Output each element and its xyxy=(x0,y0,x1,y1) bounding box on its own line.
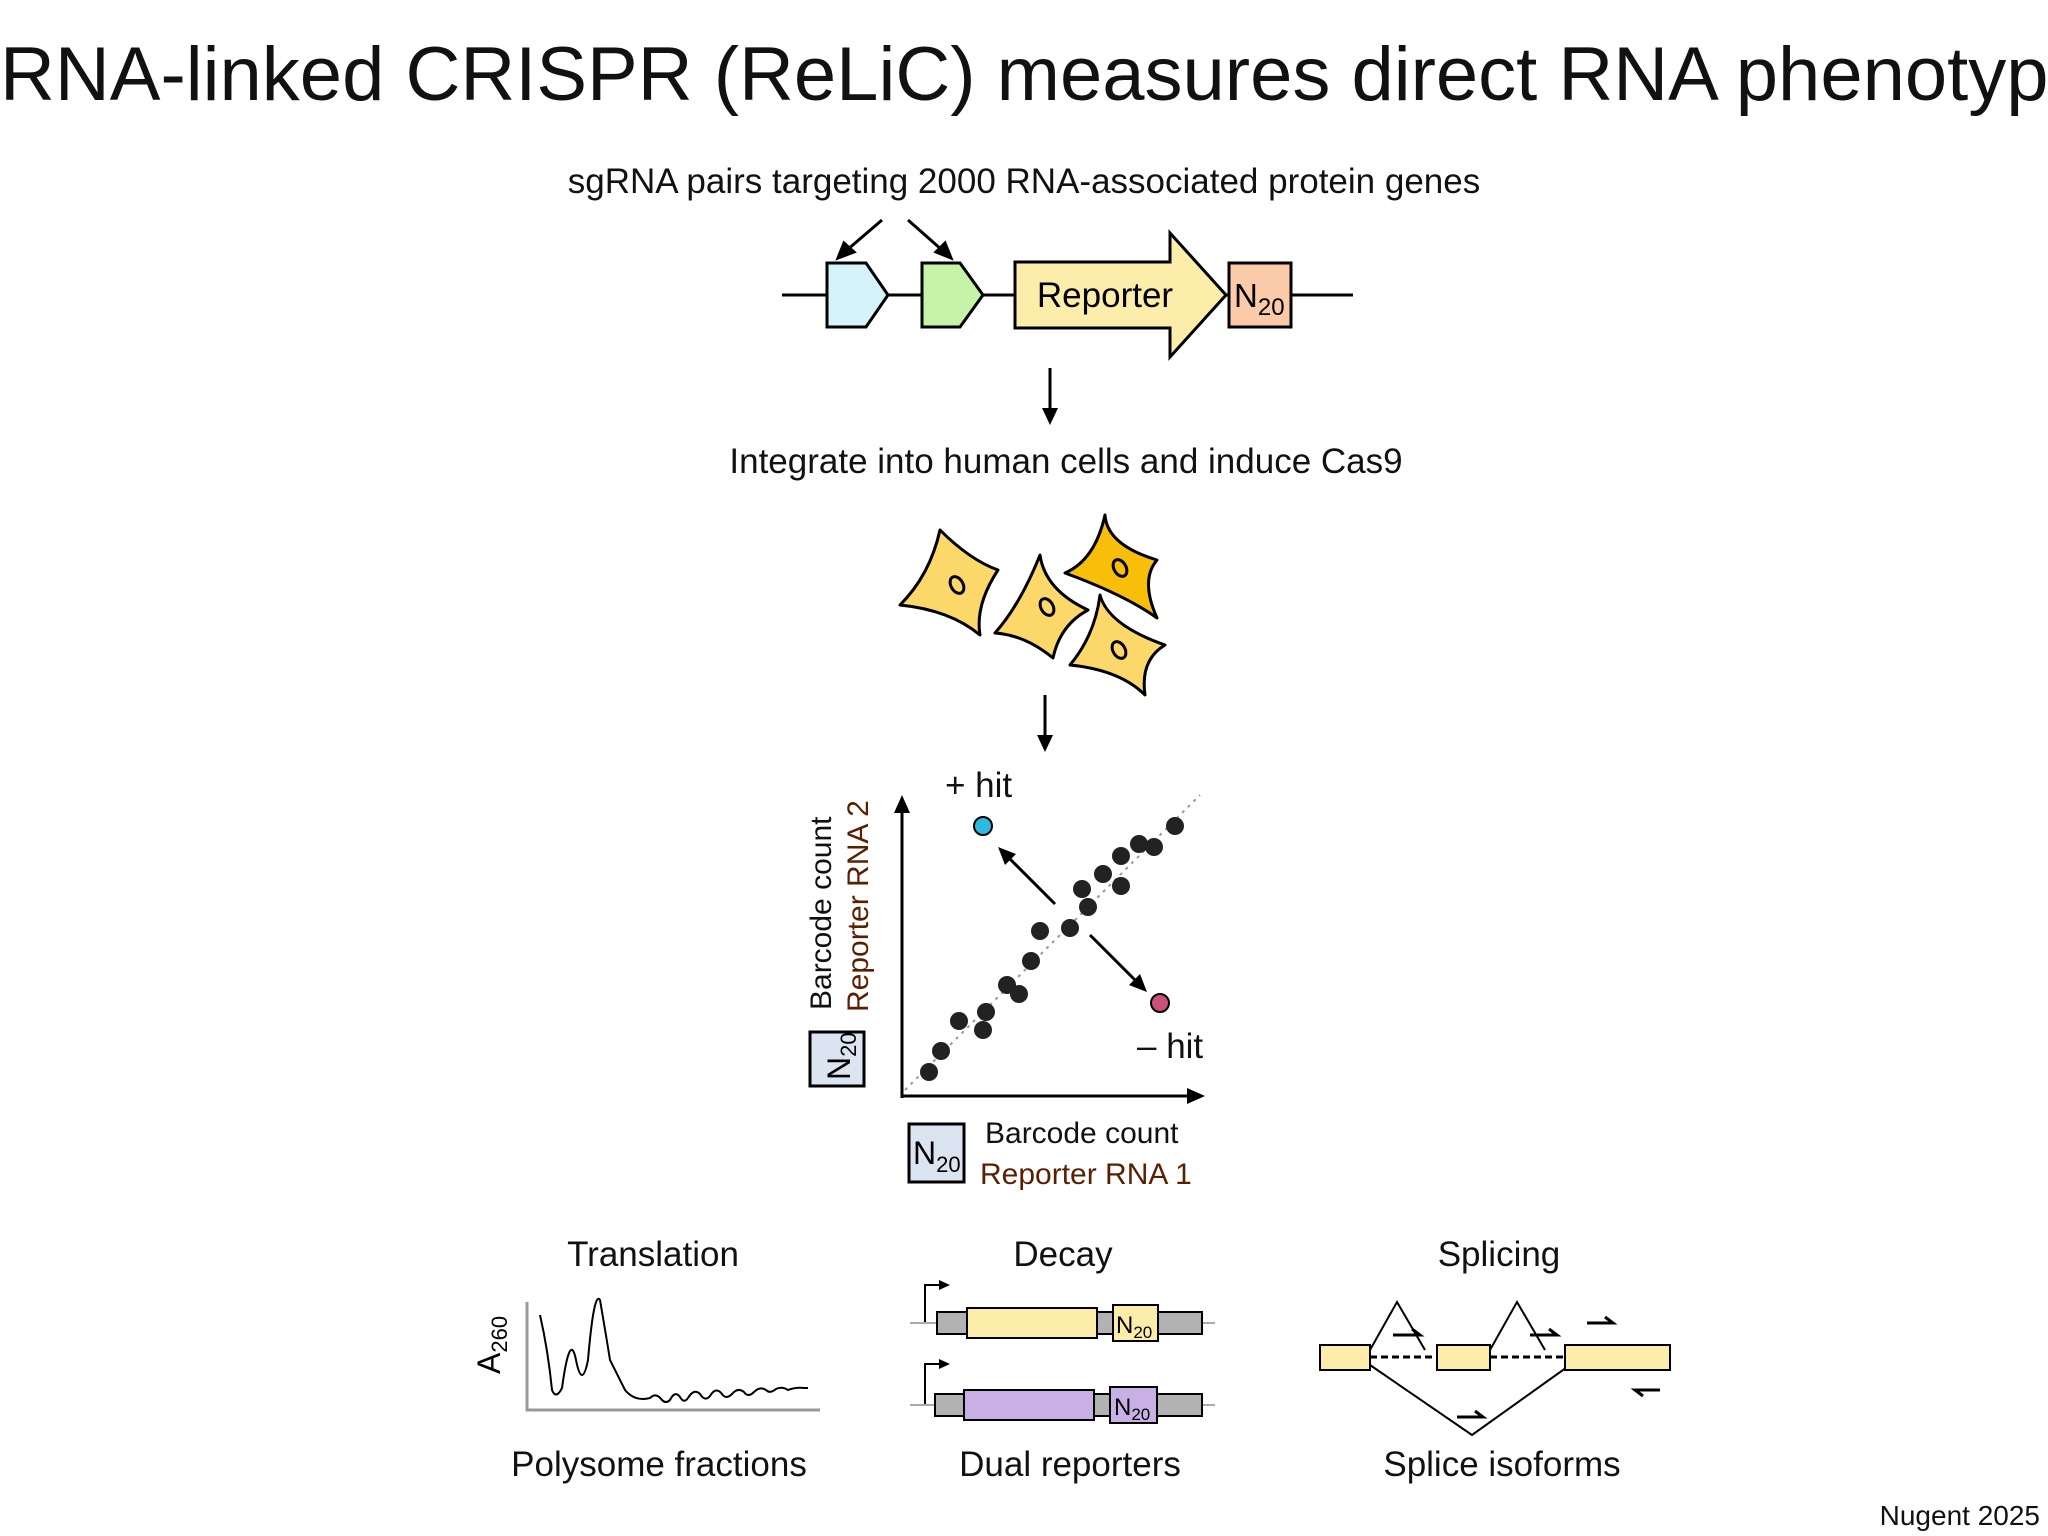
data-point xyxy=(1061,919,1079,937)
reporter-construct-1: N20 xyxy=(910,1280,1215,1342)
library-description: sgRNA pairs targeting 2000 RNA-associate… xyxy=(567,162,1481,201)
plus-hit-label: + hit xyxy=(945,766,1013,805)
data-point xyxy=(974,1021,992,1039)
barcode-label: N20 xyxy=(1234,277,1285,321)
data-point xyxy=(932,1042,950,1060)
data-point xyxy=(977,1003,995,1021)
caption-splice-isoforms: Splice isoforms xyxy=(1383,1445,1621,1484)
exon-1 xyxy=(1319,1344,1371,1371)
arrow-minus-hit xyxy=(1088,933,1147,992)
exon-3 xyxy=(1564,1344,1671,1371)
library-arrows xyxy=(835,218,954,261)
cell-3 xyxy=(1063,513,1159,620)
barcode-box xyxy=(1227,261,1293,329)
caption-dual-reporters: Dual reporters xyxy=(959,1445,1181,1484)
data-point xyxy=(1079,898,1097,916)
dual-reporters-diagram: N20 N20 xyxy=(910,1280,1215,1424)
reporter-construct-2: N20 xyxy=(910,1359,1215,1424)
scatter-plot xyxy=(894,794,1205,1104)
minus-hit-point xyxy=(1150,993,1170,1013)
data-point xyxy=(1031,922,1049,940)
data-point xyxy=(1112,877,1130,895)
data-point xyxy=(1112,847,1130,865)
a260-axis-label: A260 xyxy=(471,1316,512,1374)
reporter-label: Reporter xyxy=(1037,276,1174,315)
primer-arrows xyxy=(1393,1315,1660,1419)
y-axis-label: Barcode count xyxy=(805,816,838,1010)
exon-2 xyxy=(1436,1344,1491,1371)
plus-hit-point xyxy=(973,816,993,836)
data-point xyxy=(1166,817,1184,835)
y-barcode-box: N20 xyxy=(808,1030,866,1088)
x-axis-sublabel: Reporter RNA 1 xyxy=(980,1158,1192,1191)
data-point xyxy=(1094,865,1112,883)
arrow-plus-hit xyxy=(998,847,1057,906)
caption-polysome-fractions: Polysome fractions xyxy=(511,1445,807,1484)
minus-hit-label: – hit xyxy=(1137,1027,1204,1066)
panel-title-splicing: Splicing xyxy=(1437,1235,1561,1274)
down-arrow-2 xyxy=(1037,695,1053,752)
diagonal-line xyxy=(904,794,1201,1091)
data-point xyxy=(950,1012,968,1030)
cells-illustration xyxy=(898,513,1167,697)
integrate-description: Integrate into human cells and induce Ca… xyxy=(729,442,1403,481)
svg-text:N20: N20 xyxy=(1116,1312,1152,1342)
data-point xyxy=(920,1063,938,1081)
svg-text:N20: N20 xyxy=(1114,1394,1150,1424)
data-point xyxy=(1145,838,1163,856)
svg-text:N20: N20 xyxy=(913,1135,961,1177)
splice-isoforms-diagram xyxy=(1319,1299,1671,1437)
y-axis-sublabel: Reporter RNA 2 xyxy=(842,800,875,1012)
credit-label: Nugent 2025 xyxy=(1879,1500,2040,1531)
x-barcode-box: N20 xyxy=(907,1122,966,1184)
panel-title-translation: Translation xyxy=(567,1235,739,1274)
sgrna-cassette-2 xyxy=(920,261,985,329)
data-point xyxy=(1022,952,1040,970)
page-title: RNA-linked CRISPR (ReLiC) measures direc… xyxy=(0,32,2048,117)
data-point xyxy=(1130,835,1148,853)
sgrna-cassette-1 xyxy=(825,261,890,329)
svg-text:N20: N20 xyxy=(821,1032,861,1080)
data-point xyxy=(1010,985,1028,1003)
reporter-arrow xyxy=(1013,229,1229,361)
construct-diagram: Reporter N20 xyxy=(782,218,1353,361)
polysome-trace: A260 xyxy=(471,1297,820,1412)
panel-title-decay: Decay xyxy=(1013,1235,1113,1274)
cell-4 xyxy=(1068,593,1167,697)
x-axis-label: Barcode count xyxy=(985,1117,1179,1150)
data-point xyxy=(1073,880,1091,898)
down-arrow-1 xyxy=(1042,368,1058,425)
